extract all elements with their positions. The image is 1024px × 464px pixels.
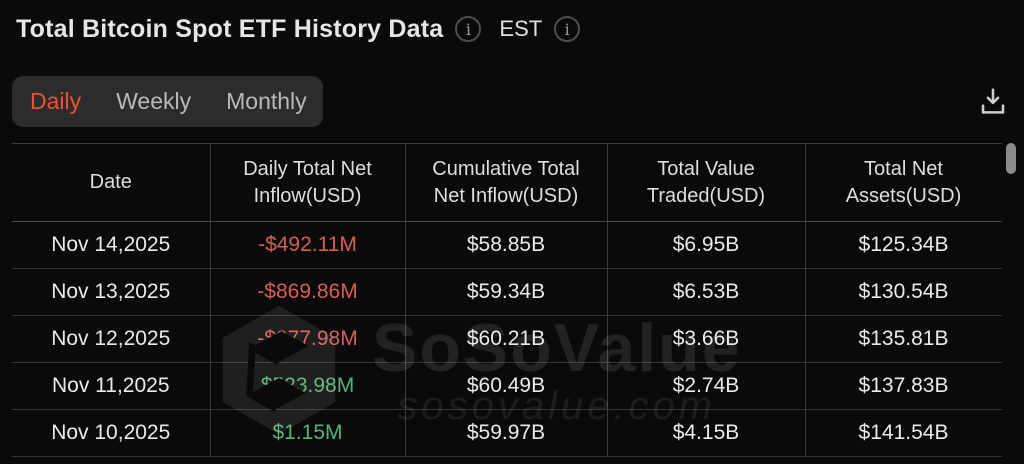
table-row: Nov 11,2025 $523.98M $60.49B $2.74B $137.83B — [12, 362, 1002, 410]
cell-cumulative_total_net_inflow: $59.34B — [404, 268, 607, 316]
page-header: Total Bitcoin Spot ETF History Data i ES… — [16, 0, 581, 58]
cell-daily_total_net_inflow: -$277.98M — [209, 315, 405, 363]
download-button[interactable] — [974, 82, 1012, 120]
tab-weekly[interactable]: Weekly — [116, 88, 192, 114]
cell-daily_total_net_inflow: $523.98M — [209, 362, 405, 410]
column-header-net-assets: Total Net Assets(USD) — [804, 143, 1002, 222]
tab-daily[interactable]: Daily — [30, 88, 82, 114]
cell-total_value_traded: $6.53B — [606, 268, 805, 316]
timezone-info-icon[interactable]: i — [554, 16, 581, 42]
table-row: Nov 10,2025 $1.15M $59.97B $4.15B $141.54B — [12, 409, 1002, 457]
column-header-date: Date — [12, 143, 210, 222]
table-row: Nov 13,2025 -$869.86M $59.34B $6.53B $130.54… — [12, 268, 1002, 316]
cell-cumulative_total_net_inflow: $58.85B — [404, 221, 607, 269]
cell-total_value_traded: $4.15B — [606, 409, 805, 457]
cell-cumulative_total_net_inflow: $59.97B — [404, 409, 607, 457]
cell-date: Nov 14,2025 — [12, 221, 210, 269]
cell-cumulative_total_net_inflow: $60.21B — [404, 315, 607, 363]
cell-date: Nov 12,2025 — [12, 315, 210, 363]
table-header-row: Date Daily Total Net Inflow(USD) Cumulat… — [12, 143, 1002, 222]
cell-total_net_assets: $141.54B — [804, 409, 1002, 457]
tab-monthly[interactable]: Monthly — [226, 88, 307, 114]
cell-total_value_traded: $2.74B — [606, 362, 805, 410]
table-row: Nov 12,2025 -$277.98M $60.21B $3.66B $135.81… — [12, 315, 1002, 363]
cell-total_value_traded: $3.66B — [606, 315, 805, 363]
cell-date: Nov 11,2025 — [12, 362, 210, 410]
title-info-icon[interactable]: i — [455, 16, 482, 42]
cell-date: Nov 13,2025 — [12, 268, 210, 316]
scrollbar-thumb[interactable] — [1006, 143, 1016, 174]
cell-total_net_assets: $125.34B — [804, 221, 1002, 269]
download-icon — [981, 88, 1005, 114]
column-header-daily-net-inflow: Daily Total Net Inflow(USD) — [209, 143, 405, 222]
cell-daily_total_net_inflow: $1.15M — [209, 409, 405, 457]
page-title: Total Bitcoin Spot ETF History Data — [16, 14, 444, 43]
interval-tab-bar: Daily Weekly Monthly — [12, 76, 323, 127]
column-header-value-traded: Total Value Traded(USD) — [606, 143, 805, 222]
timezone-label: EST — [499, 16, 543, 41]
cell-total_net_assets: $135.81B — [804, 315, 1002, 363]
cell-total_net_assets: $137.83B — [804, 362, 1002, 410]
cell-date: Nov 10,2025 — [12, 409, 210, 457]
etf-history-table: Date Daily Total Net Inflow(USD) Cumulat… — [12, 143, 1002, 464]
column-header-cumulative-net-inflow: Cumulative Total Net Inflow(USD) — [404, 143, 607, 222]
cell-total_value_traded: $6.95B — [606, 221, 805, 269]
cell-daily_total_net_inflow: -$869.86M — [209, 268, 405, 316]
cell-daily_total_net_inflow: -$492.11M — [209, 221, 405, 269]
table-row: Nov 14,2025 -$492.11M $58.85B $6.95B $125.34… — [12, 221, 1002, 269]
cell-cumulative_total_net_inflow: $60.49B — [404, 362, 607, 410]
cell-total_net_assets: $130.54B — [804, 268, 1002, 316]
